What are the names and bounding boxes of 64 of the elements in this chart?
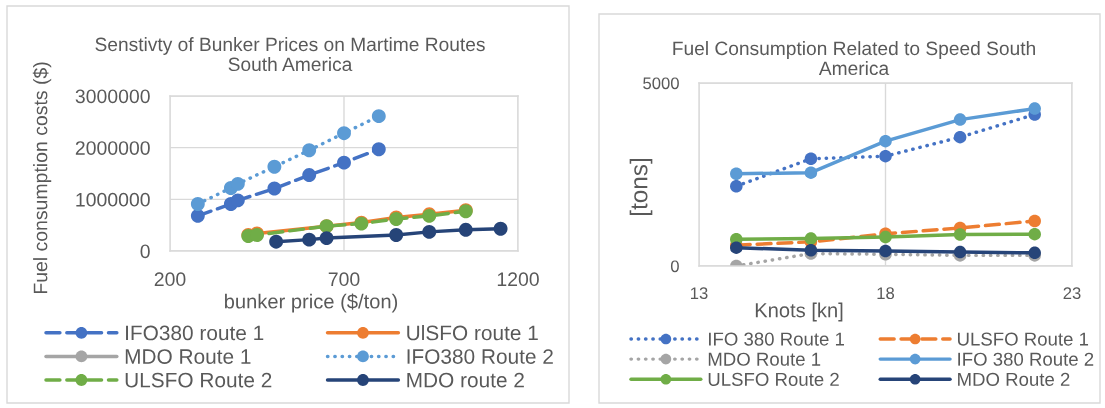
point [337,155,351,170]
point [269,234,284,249]
chart-title: Fuel Consumption Related to Speed South America [673,41,1035,76]
point [1028,102,1041,115]
y-tick-label: 5000 [643,77,679,90]
point [879,149,892,163]
point [422,224,437,239]
point [953,130,967,144]
point [302,143,317,158]
y-axis-title: [tons] [629,159,653,215]
legend-label: MDO Route 2 [958,372,1070,386]
point [730,179,743,193]
point [1028,227,1041,241]
point [804,166,818,179]
point [804,232,818,245]
legend-label: ULSFO Route 1 [957,332,1089,346]
x-tick-label: 23 [1063,287,1081,300]
y-tick-label: 1000000 [76,192,150,207]
legend-label: IFO380 route 1 [126,325,264,341]
legend-label: IFO 380 Route 2 [958,352,1094,366]
point [319,231,334,246]
y-tick-label: 3000000 [75,89,150,104]
x-tick-label: 13 [691,287,708,300]
point [804,152,818,166]
point [267,159,282,174]
point [953,245,967,259]
point [190,208,205,223]
legend-label: MDO Route 1 [708,352,821,366]
chart-title: Senstivty of Bunker Prices on Martime Routes South America [95,37,485,72]
point [389,228,404,242]
x-tick-label: 700 [328,272,360,287]
legend-label: IFO 380 Route 1 [709,332,844,346]
y-tick-label: 0 [140,244,150,259]
x-tick-label: 200 [154,272,186,287]
point [879,244,892,258]
x-tick-label: 1200 [497,272,539,287]
point [190,197,205,211]
x-axis-title: bunker price ($/ton) [225,293,398,313]
y-axis-title: Fuel consumption costs ($) [32,62,52,294]
point [230,176,245,191]
y-tick-label: 2000000 [75,141,150,155]
x-tick-label: 18 [877,287,895,300]
point [371,109,386,124]
legend-label: ULSFO Route 2 [708,372,839,386]
legend-label: ULSFO Route 2 [125,372,272,388]
point [302,232,317,247]
legend-label: UlSFO route 1 [407,325,538,341]
point [493,221,508,236]
point [1028,214,1041,228]
point [267,181,282,196]
legend-label: IFO380 Route 2 [407,349,553,364]
point [337,126,351,141]
y-tick-label: 0 [670,260,679,273]
point [230,193,245,208]
legend-label: MDO route 2 [407,372,524,388]
point [730,167,743,181]
x-axis-title: Knots [kn] [755,302,843,322]
legend-label: MDO Route 1 [125,349,251,364]
point [879,134,892,148]
point [953,113,967,126]
point [953,228,967,241]
point [458,222,473,237]
point [302,168,317,182]
point [371,142,386,157]
